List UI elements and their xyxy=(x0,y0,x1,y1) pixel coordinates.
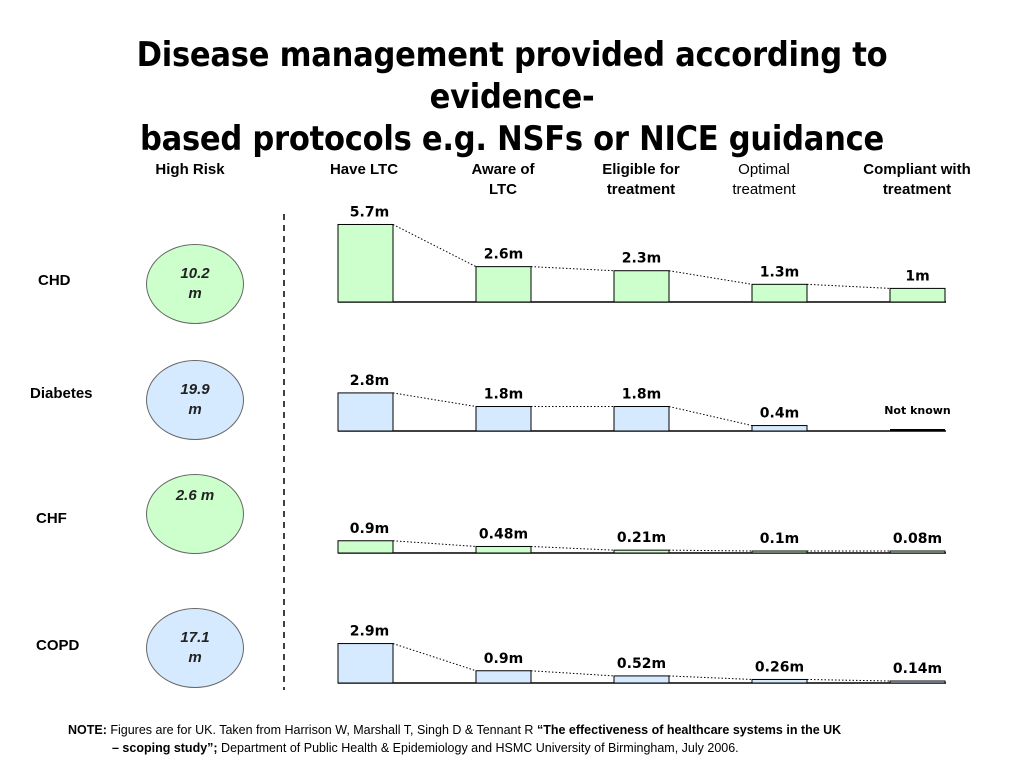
bar-chd-2 xyxy=(613,270,670,303)
value-label-diabetes-4: Not known xyxy=(884,404,951,417)
connector-chd-2 xyxy=(668,270,753,285)
value-label-copd-2: 0.52m xyxy=(617,656,666,672)
value-label-chf-1: 0.48m xyxy=(479,526,528,542)
bar-chd-3 xyxy=(751,283,808,303)
value-label-diabetes-1: 1.8m xyxy=(484,387,523,403)
high-risk-oval-chf: 2.6 m xyxy=(146,474,244,554)
high-risk-oval-chd: 10.2 m xyxy=(146,244,244,324)
note-text-2: Department of Public Health & Epidemiolo… xyxy=(217,741,739,755)
bar-copd-3 xyxy=(751,678,808,684)
connector-chf-2 xyxy=(668,549,753,552)
connector-chf-1 xyxy=(530,545,615,551)
connector-diabetes-0 xyxy=(392,392,477,408)
note-prefix: NOTE: xyxy=(68,723,107,737)
bar-diabetes-0 xyxy=(337,392,394,432)
connector-copd-3 xyxy=(806,678,891,682)
value-label-diabetes-3: 0.4m xyxy=(760,406,799,422)
column-header-eligible: Eligible for treatment xyxy=(602,161,680,198)
bar-chf-0 xyxy=(337,540,394,554)
high-risk-oval-diabetes: 19.9 m xyxy=(146,360,244,440)
bar-copd-0 xyxy=(337,643,394,684)
bar-diabetes-3 xyxy=(751,425,808,432)
bar-copd-4 xyxy=(889,680,946,684)
column-header-high-risk: High Risk xyxy=(155,161,225,178)
value-label-chd-0: 5.7m xyxy=(350,204,389,220)
connector-copd-2 xyxy=(668,675,753,680)
row-label-chf: CHF xyxy=(36,510,67,527)
bar-chf-4 xyxy=(889,550,946,554)
high-risk-oval-copd: 17.1 m xyxy=(146,608,244,688)
connector-chd-0 xyxy=(392,224,477,268)
column-header-have-ltc: Have LTC xyxy=(329,161,399,178)
connector-chd-1 xyxy=(530,266,615,272)
value-label-chd-2: 2.3m xyxy=(622,251,661,267)
connector-copd-1 xyxy=(530,670,615,677)
connector-chf-0 xyxy=(392,540,477,547)
bar-chd-4 xyxy=(889,287,946,303)
bar-chf-3 xyxy=(751,550,808,554)
value-label-chf-3: 0.1m xyxy=(760,531,799,547)
bar-chd-1 xyxy=(475,266,532,303)
value-label-diabetes-2: 1.8m xyxy=(622,387,661,403)
bar-diabetes-1 xyxy=(475,406,532,432)
connector-copd-0 xyxy=(392,643,477,672)
bar-chf-2 xyxy=(613,549,670,554)
connector-chd-3 xyxy=(806,283,891,289)
note-bold-1: “The effectiveness of healthcare systems… xyxy=(536,723,842,737)
connector-diabetes-2 xyxy=(668,406,753,427)
column-header-aware-ltc: Aware of LTC xyxy=(471,161,535,198)
row-label-copd: COPD xyxy=(36,637,80,654)
value-label-copd-1: 0.9m xyxy=(484,651,523,667)
value-label-chf-4: 0.08m xyxy=(893,531,942,547)
row-label-diabetes: Diabetes xyxy=(30,385,93,402)
column-header-optimal: Optimal treatment xyxy=(732,161,796,198)
note-bold-2: – scoping study”; xyxy=(112,741,218,755)
bar-diabetes-2 xyxy=(613,406,670,432)
value-label-copd-4: 0.14m xyxy=(893,661,942,677)
title-line-1: Disease management provided according to… xyxy=(136,35,888,117)
chart-layer: 5.7m 2.6m 2.3m 1.3m 1m 2.8m 1.8m 1.8m 0.4m Not kn… xyxy=(337,204,951,684)
bar-chf-1 xyxy=(475,545,532,554)
column-header-compliant: Compliant with treatment xyxy=(863,161,971,198)
value-label-chf-0: 0.9m xyxy=(350,521,389,537)
value-label-copd-3: 0.26m xyxy=(755,659,804,675)
bar-chd-0 xyxy=(337,223,394,303)
value-label-diabetes-0: 2.8m xyxy=(350,373,389,389)
value-label-copd-0: 2.9m xyxy=(350,624,389,640)
value-label-chf-2: 0.21m xyxy=(617,530,666,546)
page-title: Disease management provided according to… xyxy=(69,34,955,160)
bar-copd-2 xyxy=(613,675,670,684)
value-label-chd-1: 2.6m xyxy=(484,247,523,263)
value-label-chd-4: 1m xyxy=(905,268,929,284)
footnote: NOTE: Figures are for UK. Taken from Har… xyxy=(68,721,968,757)
bar-copd-1 xyxy=(475,670,532,684)
note-text-1: Figures are for UK. Taken from Harrison … xyxy=(106,723,537,737)
row-label-chd: CHD xyxy=(38,272,71,289)
value-label-chd-3: 1.3m xyxy=(760,264,799,280)
title-line-2: based protocols e.g. NSFs or NICE guidan… xyxy=(139,119,885,159)
